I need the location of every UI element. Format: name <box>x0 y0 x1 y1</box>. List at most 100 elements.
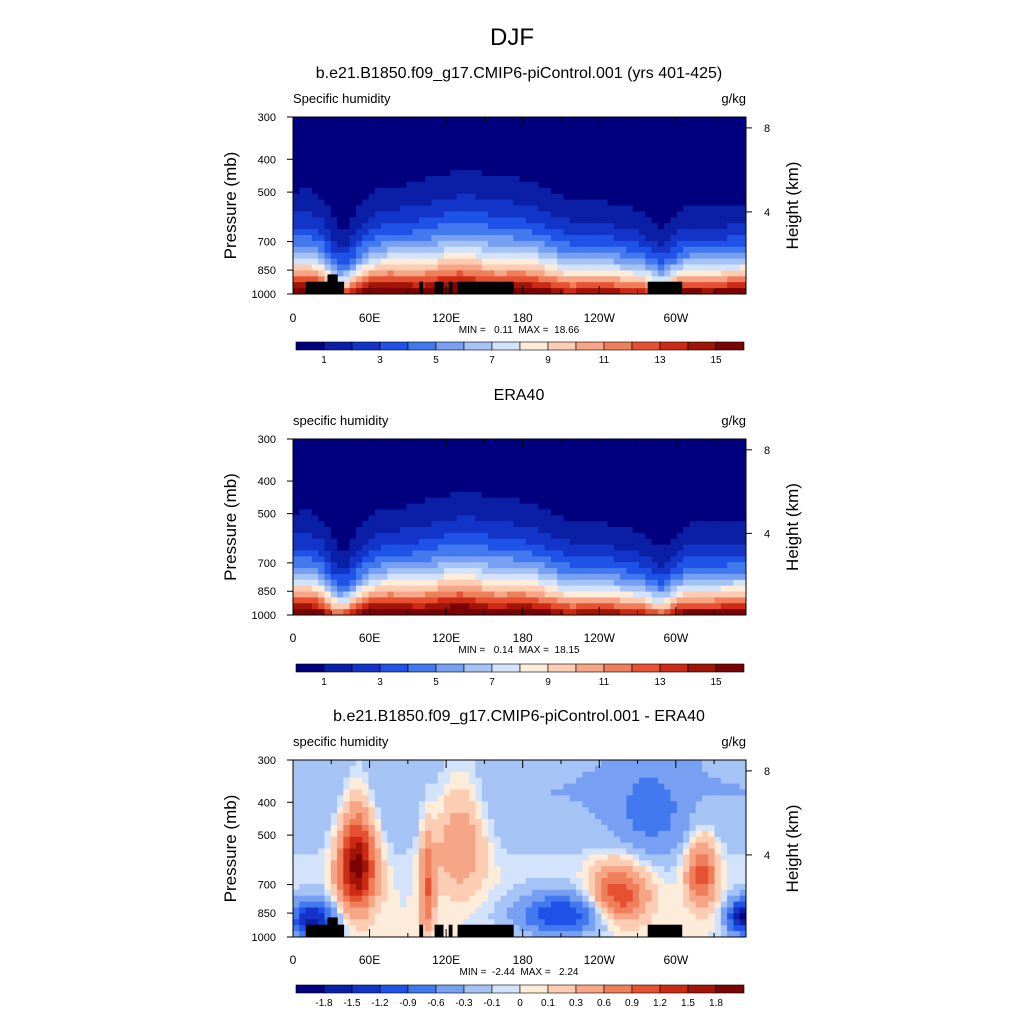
y-tick-label: 500 <box>258 187 276 199</box>
colorbar-swatch <box>407 984 437 994</box>
colorbar-label: 1.2 <box>653 998 667 1009</box>
y-tick-label: 700 <box>258 237 276 249</box>
units-label: g/kg <box>721 413 746 428</box>
topography-mask <box>419 281 424 294</box>
colorbar-swatch <box>687 663 717 673</box>
x-tick-label: 60W <box>663 631 688 645</box>
colorbar-label: 13 <box>654 677 666 688</box>
contour-field <box>293 117 746 294</box>
colorbar-label: 9 <box>545 677 551 688</box>
variable-label: Specific humidity <box>293 91 391 106</box>
x-tick-label: 60E <box>359 953 380 967</box>
panel-obs: ERA40 specific humidity g/kg 0 60E 120E 180 120… <box>221 387 802 688</box>
colorbar: 1 3 5 7 9 11 13 15 <box>295 341 745 366</box>
minmax-label: MIN = -2.44 MAX = 2.24 <box>460 967 579 978</box>
y-tick-label: 850 <box>258 586 276 598</box>
colorbar-swatch <box>435 341 465 351</box>
colorbar-label: 1.8 <box>709 998 723 1009</box>
colorbar: -1.8 -1.5 -1.2 -0.9 -0.6 -0.3 -0.1 0 0.1 0.3 0.6 0.… <box>295 984 745 1009</box>
x-tick-label: 120E <box>432 953 460 967</box>
colorbar-swatch <box>491 663 521 673</box>
topography-mask <box>647 924 683 937</box>
colorbar-label: 13 <box>654 355 666 366</box>
colorbar-swatch <box>715 984 745 994</box>
colorbar-swatch <box>519 984 549 994</box>
plot-frame <box>292 438 747 616</box>
x-tick-label: 120W <box>584 311 616 325</box>
y-tick-label: 1000 <box>252 289 276 301</box>
colorbar-label: 1 <box>321 677 327 688</box>
colorbar-swatch <box>435 663 465 673</box>
y-tick-label: 400 <box>258 476 276 488</box>
y-tick-label: 500 <box>258 509 276 521</box>
colorbar-swatch <box>575 984 605 994</box>
x-tick-label: 60W <box>663 311 688 325</box>
colorbar-swatch <box>463 341 493 351</box>
colorbar-swatch <box>519 341 549 351</box>
panel-title: b.e21.B1850.f09_g17.CMIP6-piControl.001 … <box>316 65 722 82</box>
variable-label: specific humidity <box>293 413 389 428</box>
x-tick-label: 0 <box>290 311 297 325</box>
colorbar-swatch <box>323 984 353 994</box>
colorbar-label: 0.9 <box>625 998 639 1009</box>
colorbar-swatch <box>491 984 521 994</box>
y-tick-label: 300 <box>258 434 276 446</box>
colorbar-label: 0.6 <box>597 998 611 1009</box>
x-tick-label: 180 <box>513 631 533 645</box>
y-tick-label: 700 <box>258 880 276 892</box>
x-tick-label: 180 <box>513 311 533 325</box>
y-tick-label: 1000 <box>252 610 276 622</box>
topography-mask <box>305 281 345 294</box>
y2-axis-title: Height (km) <box>783 162 802 250</box>
colorbar-swatch <box>323 663 353 673</box>
y2-tick-label: 8 <box>764 123 770 135</box>
panel-model: b.e21.B1850.f09_g17.CMIP6-piControl.001 … <box>221 65 802 366</box>
colorbar-swatch <box>379 341 409 351</box>
colorbar-label: 3 <box>377 677 383 688</box>
colorbar-swatch <box>295 341 325 351</box>
topography-mask <box>327 274 338 294</box>
topography-mask <box>327 917 338 937</box>
colorbar-swatch <box>631 663 661 673</box>
x-tick-label: 0 <box>290 631 297 645</box>
y-tick-label: 400 <box>258 797 276 809</box>
colorbar-swatch <box>603 341 633 351</box>
x-tick-label: 60W <box>663 953 688 967</box>
panel-diff: b.e21.B1850.f09_g17.CMIP6-piControl.001 … <box>221 708 802 1009</box>
x-tick-label: 180 <box>513 953 533 967</box>
colorbar-label: 0.1 <box>541 998 555 1009</box>
colorbar-label: 7 <box>489 677 495 688</box>
x-tick-label: 120W <box>584 631 616 645</box>
colorbar-label: 1.5 <box>681 998 695 1009</box>
colorbar-swatch <box>687 341 717 351</box>
plot-frame <box>292 759 747 938</box>
colorbar-swatch <box>547 984 577 994</box>
colorbar-swatch <box>295 984 325 994</box>
colorbar-label: -0.9 <box>399 998 417 1009</box>
colorbar-swatch <box>603 663 633 673</box>
x-tick-label: 120W <box>584 953 616 967</box>
topography-mask <box>457 281 514 294</box>
colorbar-label: 1 <box>321 355 327 366</box>
colorbar-swatch <box>659 984 689 994</box>
y-tick-label: 700 <box>258 558 276 570</box>
colorbar-label: -0.6 <box>427 998 445 1009</box>
colorbar-swatch <box>659 663 689 673</box>
colorbar-label: 15 <box>710 677 722 688</box>
colorbar-swatch <box>379 663 409 673</box>
colorbar-label: 3 <box>377 355 383 366</box>
y2-tick-label: 4 <box>764 850 770 862</box>
figure-title: DJF <box>490 24 534 51</box>
colorbar-swatch <box>575 663 605 673</box>
y-tick-label: 300 <box>258 755 276 767</box>
colorbar-label: 15 <box>710 355 722 366</box>
colorbar-swatch <box>323 341 353 351</box>
x-tick-label: 0 <box>290 953 297 967</box>
colorbar-label: -0.1 <box>483 998 501 1009</box>
topography-mask <box>457 924 514 937</box>
y-tick-label: 300 <box>258 112 276 124</box>
units-label: g/kg <box>721 91 746 106</box>
plot-frame <box>292 116 747 295</box>
colorbar-swatch <box>351 984 381 994</box>
